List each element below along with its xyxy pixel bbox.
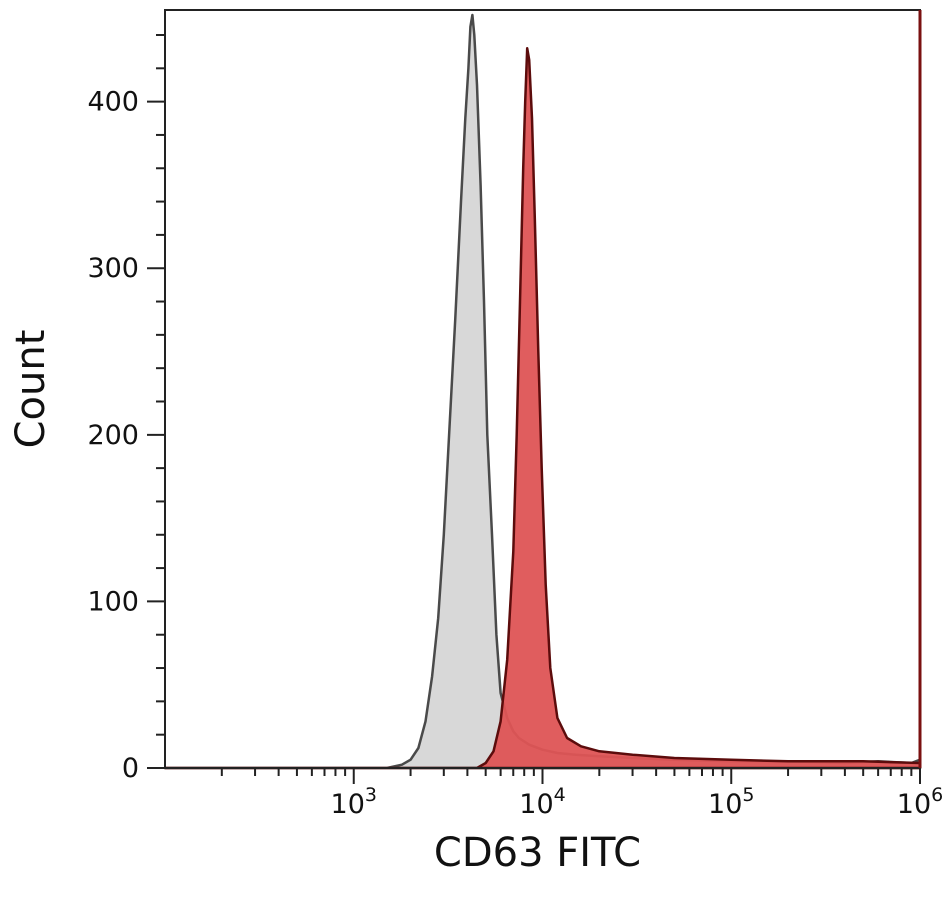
series-2-histogram [163,47,922,770]
x-tick-label: 104 [519,784,565,820]
x-tick-label: 106 [897,784,943,820]
x-axis-title: CD63 FITC [434,830,641,876]
x-tick-label: 105 [708,784,754,820]
y-tick-label: 0 [122,753,139,784]
x-tick-label: 103 [331,784,377,820]
y-tick-label: 100 [87,586,139,617]
axis-layer: 0 100 200 300 400 103 104 105 106 [87,33,943,820]
series-layer [163,13,922,770]
y-tick-label: 300 [87,253,139,284]
y-tick-label: 400 [87,87,139,118]
y-axis-title: Count [8,330,54,449]
y-tick-label: 200 [87,420,139,451]
